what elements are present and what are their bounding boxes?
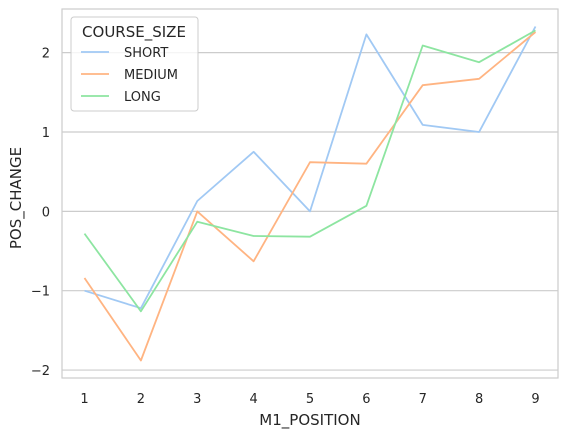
legend-box (70, 16, 199, 112)
x-tick-label: 9 (531, 392, 539, 407)
y-axis-label: POS_CHANGE (7, 147, 26, 249)
x-axis-label: M1_POSITION (259, 411, 360, 430)
x-tick-label: 1 (80, 392, 88, 407)
series-lines (83, 26, 537, 362)
y-tick-label: −1 (31, 285, 50, 300)
x-tick-label: 7 (419, 392, 427, 407)
x-tick-label: 5 (306, 392, 314, 407)
x-tick-label: 2 (137, 392, 145, 407)
series-line-long (83, 29, 536, 313)
legend-label: MEDIUM (124, 68, 178, 83)
x-tick-label: 4 (249, 392, 257, 407)
series-line-short (84, 26, 537, 310)
legend-label: LONG (124, 90, 161, 105)
y-tick-labels: −2 −1 0 1 2 (31, 47, 50, 379)
y-tick-label: −2 (31, 364, 50, 379)
y-tick-label: 1 (42, 126, 50, 141)
x-tick-labels: 1 2 3 4 5 6 7 8 9 (80, 392, 539, 407)
y-tick-label: 0 (42, 205, 50, 220)
legend: COURSE_SIZE SHORT MEDIUM LONG (70, 16, 199, 112)
legend-title: COURSE_SIZE (82, 23, 186, 42)
x-tick-label: 3 (193, 392, 201, 407)
legend-label: SHORT (124, 46, 168, 61)
x-tick-label: 6 (362, 392, 370, 407)
x-tick-label: 8 (475, 392, 483, 407)
y-tick-label: 2 (42, 47, 50, 62)
series-line-medium (83, 31, 537, 362)
